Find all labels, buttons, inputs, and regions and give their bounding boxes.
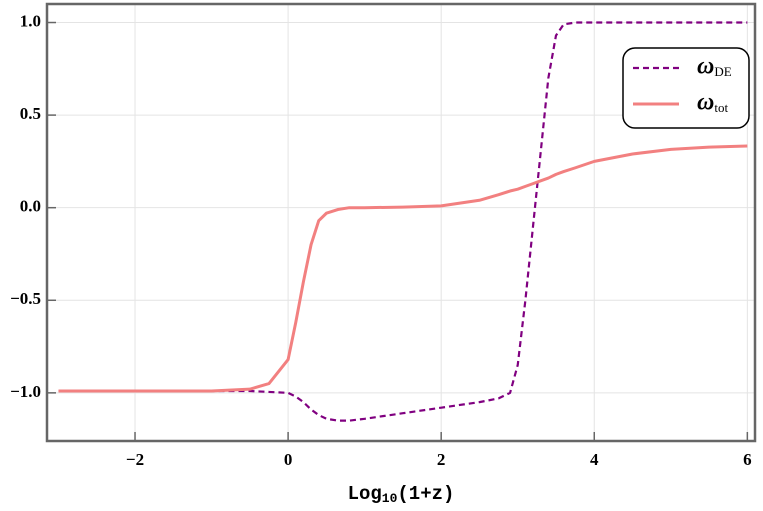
series-line: [58, 21, 748, 422]
x-tick-label: 0: [284, 450, 293, 469]
x-tick-label: 6: [743, 450, 752, 469]
series-line: [58, 144, 748, 393]
y-tick-label: −0.5: [10, 289, 41, 308]
y-tick-label: 0.0: [20, 197, 41, 216]
y-tick-label: 0.5: [20, 104, 41, 123]
y-tick-label: 1.0: [20, 11, 41, 30]
legend-box: [622, 47, 750, 129]
x-axis-label: Log10(1+z): [348, 483, 455, 506]
plot-frame: [45, 2, 757, 443]
x-tick-label: 2: [437, 450, 446, 469]
x-tick-label: 4: [590, 450, 599, 469]
x-tick-label: −2: [126, 450, 144, 469]
y-tick-label: −1.0: [10, 382, 41, 401]
